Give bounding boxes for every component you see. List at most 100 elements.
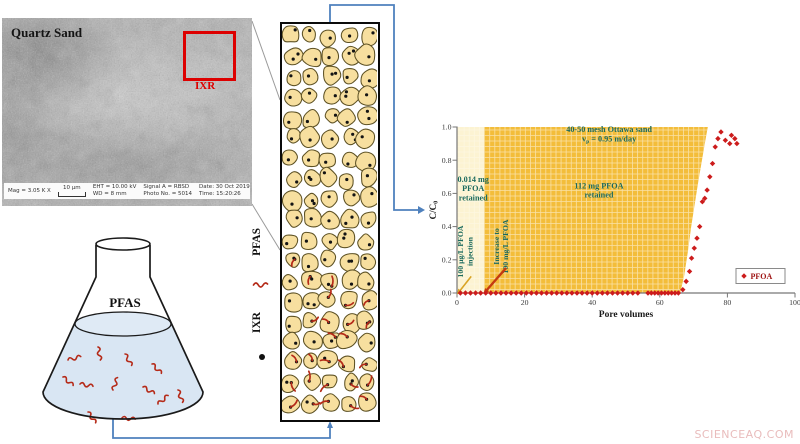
pfas-squiggle-icon [330,275,334,287]
sand-grain [316,349,339,370]
pfas-squiggle-icon [359,395,368,401]
chart-annotation: 0.014 mg [458,175,490,184]
sand-grain [340,208,360,229]
y-axis-label: C/C0 [428,201,440,220]
ixr-dot-icon [314,57,318,61]
pfas-squiggle-icon [96,346,103,361]
sand-grain [319,393,340,412]
sand-grain [357,85,377,106]
ixr-dot-icon [351,49,356,53]
sand-grain [281,25,300,43]
ixr-dot-icon [287,324,291,328]
ixr-dot-icon [333,113,338,117]
data-point-diamond [498,290,504,296]
data-point-diamond [462,290,469,296]
sand-grain [321,47,340,67]
ixr-dot-icon [309,217,313,221]
ixr-dot-icon [288,95,292,99]
pfas-squiggle-icon [321,318,330,324]
sand-grain [303,370,322,391]
ixr-dot-icon [345,177,349,182]
ixr-dot-icon [294,341,298,345]
pfas-legend-squiggle-icon [252,282,269,288]
sand-grain [283,47,304,66]
pfas-squiggle-icon [307,275,312,285]
pfas-squiggle-icon [363,299,370,306]
ixr-dot-icon [306,264,311,269]
sand-grain [303,192,319,209]
ixr-dot-icon [348,34,352,38]
sand-grain [282,111,303,130]
sand-grain [303,352,318,369]
pfas-squiggle-icon [319,400,330,405]
pfas-squiggle-icon [346,319,355,326]
sand-grain [358,392,377,412]
pfas-squiggle-icon [366,375,373,386]
data-point-diamond [715,135,721,142]
ixr-dot-icon [293,28,297,32]
sand-grain [301,149,321,168]
liquid-surface [74,311,172,337]
x-axis-label: Pore volumes [599,310,654,320]
data-point-diamond [662,290,668,296]
sand-grain [300,87,318,104]
pfas-squiggle-icon [365,321,371,329]
pfas-squiggle-icon [291,354,298,363]
sem-noise-texture [2,18,252,206]
y-tick-label: 0.4 [442,222,452,231]
ixr-dot-icon [367,79,371,83]
ixr-dot-icon [365,93,369,97]
ixr-dot-icon [367,243,372,247]
chart-annotation: 40-50 mesh Ottawa sand [566,125,652,134]
data-point-diamond [477,290,484,296]
sand-grain [344,372,359,392]
sand-grain [360,211,377,229]
chart-annotation: injection [465,236,474,266]
ixr-dot-icon [289,74,293,78]
sand-grain [318,152,336,169]
data-point-diamond [675,290,682,296]
sand-grain [302,109,320,129]
ixr-dot-icon [312,201,316,206]
ixr-dot-icon [352,193,356,197]
pfas-squiggle-icon [349,404,360,410]
data-point-diamond [707,174,713,180]
sand-grain [280,374,300,394]
ixr-dot-icon [334,71,338,75]
ixr-dot-icon [344,90,348,94]
ixr-dot-icon [365,109,369,113]
sand-grain [285,252,301,268]
ixr-dot-icon [304,239,308,243]
data-point-diamond [538,290,545,296]
ixr-dot-icon [312,340,316,344]
chart-arrow [459,275,472,292]
sand-grain [342,68,359,85]
ixr-dot-icon [345,75,349,79]
data-point-diamond [727,140,733,147]
ixr-dot-icon [310,277,314,281]
sand-grain [286,128,301,144]
ixr-dot-icon [327,56,331,60]
data-point-diamond [467,290,474,296]
y-tick-label: 1.0 [442,123,452,132]
ixr-dot-icon [295,180,299,184]
sand-grain [360,167,378,188]
data-point-diamond [665,290,671,296]
pfas-squiggle-icon [307,370,311,382]
scalebar-line [57,191,86,197]
ixr-dot-icon [326,282,331,286]
data-point-diamond [579,290,585,296]
sand-grain [321,233,339,251]
pfas-squiggle-icon [319,359,331,363]
data-point-diamond [508,290,514,296]
ixr-dot-icon [322,171,326,175]
sem-image: Quartz Sand IXR Mag = 3.05 K X 10 µm EHT… [2,18,252,206]
y-tick-label: 0.0 [442,289,452,298]
flask [42,237,204,424]
ixr-dot-icon [344,221,348,225]
data-point-diamond [493,290,499,296]
sand-grain [319,29,336,48]
ixr-dot-icon [312,303,316,307]
sand-grain [320,129,340,150]
ixr-dot-icon [333,94,337,98]
